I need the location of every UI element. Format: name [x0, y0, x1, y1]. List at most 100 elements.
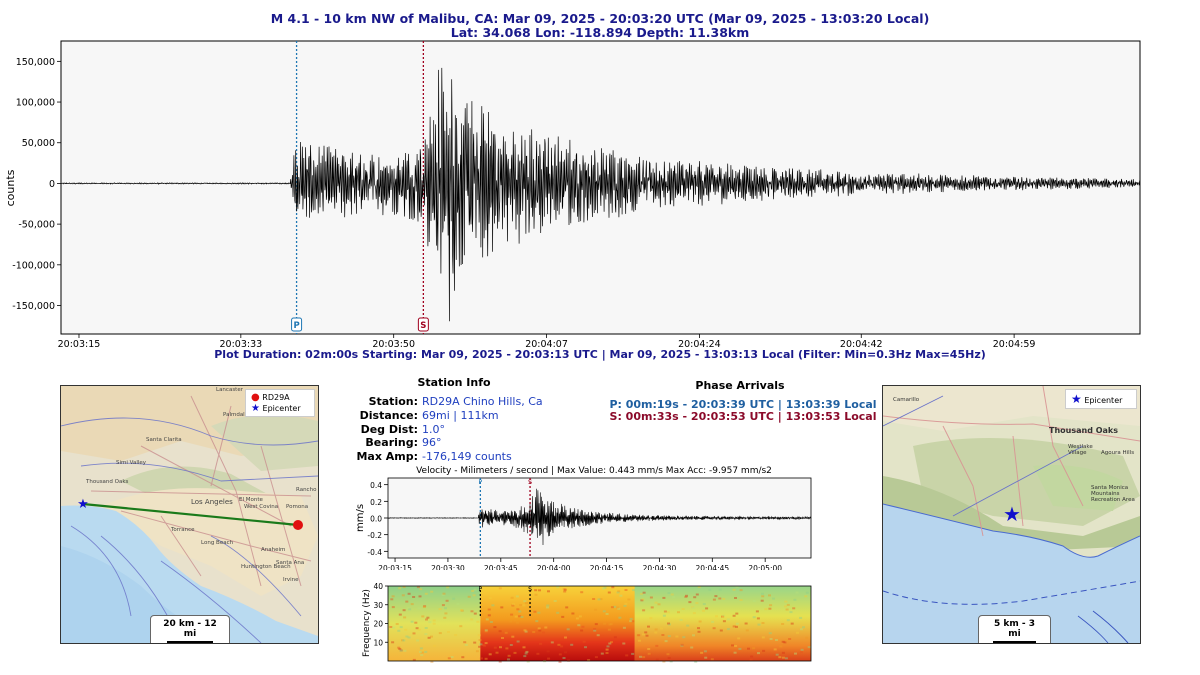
y-tick-label: -0.4 [367, 548, 382, 557]
x-tick-label: 20:03:45 [484, 564, 518, 570]
svg-text:Santa Ana: Santa Ana [276, 560, 304, 566]
svg-text:Recreation Area: Recreation Area [1091, 497, 1135, 503]
svg-text:Long Beach: Long Beach [201, 540, 234, 546]
svg-text:Pomona: Pomona [286, 504, 308, 510]
svg-text:Santa Monica: Santa Monica [1091, 485, 1128, 491]
x-tick-label: 20:04:59 [993, 339, 1036, 350]
phase-marker-box [417, 317, 429, 332]
station-info-label: Deg Dist: [360, 422, 418, 436]
svg-text:Huntington Beach: Huntington Beach [241, 564, 291, 570]
y-tick-label: 100,000 [16, 98, 55, 109]
svg-text:Thousand Oaks: Thousand Oaks [1049, 426, 1118, 435]
spec-y-tick-label: 20 [373, 620, 383, 629]
epicenter-marker: ★ [77, 497, 89, 512]
svg-text:Irvine: Irvine [283, 577, 299, 583]
x-tick-label: 20:04:00 [537, 564, 571, 570]
station-info-row: Max Amp: -176,149 counts [298, 445, 558, 464]
station-info-label: Station: [368, 395, 418, 408]
x-tick-label: 20:03:50 [372, 339, 415, 350]
event-title: M 4.1 - 10 km NW of Malibu, CA: Mar 09, … [270, 11, 930, 26]
station-info-value: RD29A Chino Hills, Ca [422, 395, 543, 408]
station-info-row: Bearing: 96° [298, 431, 558, 450]
svg-text:Rancho: Rancho [296, 487, 317, 493]
x-tick-label: 20:04:24 [678, 339, 721, 350]
spectrogram-coda-energy [634, 586, 811, 661]
spec-phase-label: S [528, 586, 532, 593]
y-axis-label: counts [4, 169, 17, 206]
station-info-row: Deg Dist: 1.0° [298, 418, 558, 437]
spectrogram-event-energy [480, 586, 635, 661]
station-info-row: Distance: 69mi | 111km [298, 404, 558, 423]
station-info-value: -176,149 counts [422, 450, 512, 464]
svg-text:Camarillo: Camarillo [893, 397, 920, 403]
svg-text:Torrance: Torrance [170, 527, 195, 533]
station-info-label: Bearing: [365, 436, 418, 450]
y-tick-label: 0 [49, 179, 55, 190]
y-tick-label: 0.4 [370, 481, 382, 490]
svg-text:Agoura Hills: Agoura Hills [1101, 450, 1134, 456]
x-tick-label: 20:04:07 [525, 339, 568, 350]
event-location: Lat: 34.068 Lon: -118.894 Depth: 11.38km [450, 25, 750, 40]
seismogram-chart: -150,000 -100,000 -50,000 0 50,000 100,000 150… [4, 40, 1141, 350]
local-map-scale: 5 km - 3 mi [978, 615, 1051, 643]
x-tick-label: 20:04:30 [643, 564, 677, 570]
y-tick-label: 0.0 [370, 515, 382, 524]
spectrogram-y-label: Frequency (Hz) [362, 589, 372, 657]
spec-y-tick-label: 40 [373, 582, 383, 591]
x-tick-label: 20:03:15 [378, 564, 412, 570]
epicenter-marker-local: ★ [1003, 502, 1021, 526]
x-tick-label: 20:04:45 [695, 564, 729, 570]
phase-arrivals-title: Phase Arrivals [695, 379, 785, 392]
plot-duration-line: Plot Duration: 02m:00s Starting: Mar 09,… [214, 348, 986, 361]
local-map-legend: ★ Epicenter [1065, 389, 1137, 409]
spectrogram-chart: 10 20 30 40 P S Frequency (Hz) [362, 582, 812, 663]
y-tick-label: -100,000 [12, 260, 55, 271]
phase-marker-label: S [528, 478, 532, 486]
svg-text:Anaheim: Anaheim [261, 547, 285, 553]
phase-marker-label: S [420, 321, 426, 331]
svg-text:Westlake: Westlake [1068, 444, 1093, 450]
local-legend-epicenter-label: Epicenter [1084, 396, 1123, 405]
svg-text:Los Angeles: Los Angeles [191, 498, 233, 506]
svg-text:Village: Village [1068, 450, 1087, 456]
p-arrival-text: P: 00m:19s - 20:03:39 UTC | 13:03:39 Loc… [609, 398, 877, 411]
station-info-title: Station Info [417, 376, 491, 389]
svg-text:Simi Valley: Simi Valley [116, 460, 147, 466]
spec-y-tick-label: 10 [373, 638, 383, 647]
velocity-chart-title: Velocity - Milimeters / second | Max Val… [416, 466, 772, 476]
local-map[interactable]: Camarillo Thousand Oaks Westlake Village… [882, 385, 1141, 644]
x-tick-label: 20:03:30 [431, 564, 465, 570]
svg-text:Thousand Oaks: Thousand Oaks [85, 479, 129, 485]
velocity-chart: Velocity - Milimeters / second | Max Val… [355, 466, 812, 570]
phase-marker-label: P [293, 321, 299, 331]
spec-y-tick-label: 30 [373, 601, 383, 610]
station-info-label: Distance: [359, 408, 418, 422]
x-tick-label: 20:03:15 [58, 339, 101, 350]
velocity-y-label: mm/s [355, 504, 366, 532]
map-scale: 20 km - 12 mi [150, 615, 230, 643]
legend-epicenter-label: Epicenter [262, 404, 301, 413]
phase-marker-box [291, 317, 303, 332]
y-tick-label: -150,000 [12, 301, 55, 312]
y-tick-label: 0.2 [370, 498, 382, 507]
map-label-lancaster: Lancaster [216, 387, 244, 393]
regional-map[interactable]: Lancaster Palmdale Santa Clarita Simi Va… [60, 385, 319, 644]
velocity-trace [387, 488, 812, 546]
x-tick-label: 20:03:33 [219, 339, 262, 350]
path-line [82, 502, 299, 527]
map-legend: ● RD29A ★ Epicenter [245, 389, 315, 417]
x-tick-label: 20:05:00 [748, 564, 782, 570]
station-marker [293, 520, 303, 530]
y-tick-label: 50,000 [22, 138, 55, 149]
station-info-value: 96° [422, 436, 442, 450]
y-tick-label: 150,000 [16, 57, 55, 68]
svg-text:Palmdale: Palmdale [223, 412, 249, 418]
station-info-value: 1.0° [422, 422, 445, 436]
y-tick-label: -0.2 [367, 531, 382, 540]
phase-marker-label: P [478, 478, 482, 486]
station-info-value: 69mi | 111km [422, 408, 499, 422]
svg-text:El Monte: El Monte [239, 497, 264, 503]
y-tick-label: -50,000 [18, 220, 55, 231]
station-info-label: Max Amp: [356, 450, 418, 464]
x-tick-label: 20:04:42 [840, 339, 883, 350]
